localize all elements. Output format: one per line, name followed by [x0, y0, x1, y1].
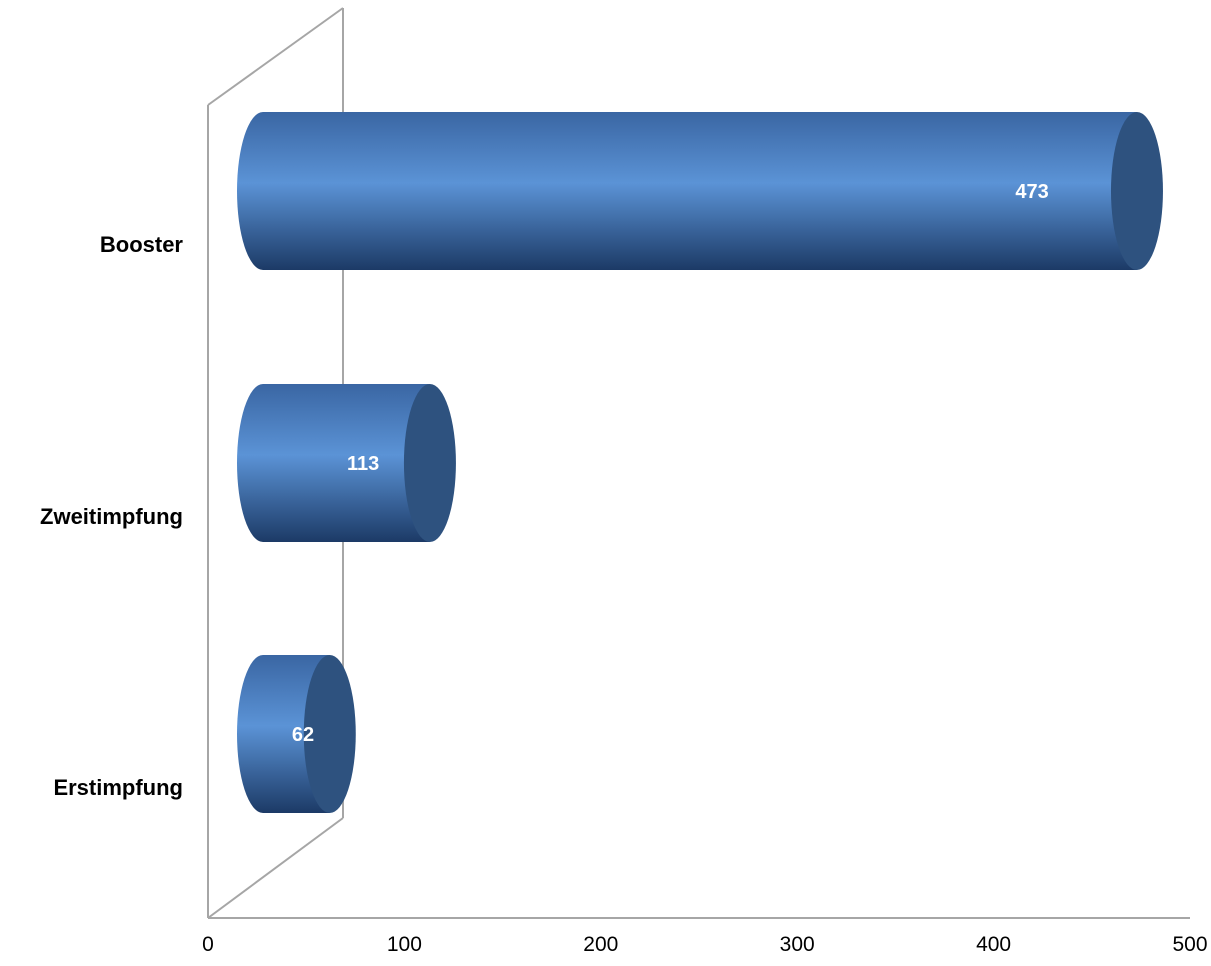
- x-tick-label-300: 300: [780, 933, 815, 956]
- bar-end-cap-booster: [1110, 112, 1163, 270]
- data-label-zweitimpfung: 113: [347, 453, 379, 475]
- bar-body-zweitimpfung: [237, 384, 430, 542]
- bar-end-cap-erstimpfung: [303, 655, 356, 813]
- bar-booster: 473: [237, 112, 1163, 270]
- category-labels: Booster Zweitimpfung Erstimpfung: [40, 232, 183, 800]
- data-label-booster: 473: [1015, 181, 1048, 203]
- bar-body-booster: [237, 112, 1137, 270]
- x-tick-label-0: 0: [202, 933, 214, 956]
- data-label-erstimpfung: 62: [292, 724, 314, 746]
- x-tick-label-200: 200: [583, 933, 618, 956]
- top-depth-line: [207, 7, 344, 106]
- category-label-zweitimpfung: Zweitimpfung: [40, 504, 183, 529]
- bar-zweitimpfung: 113: [237, 384, 456, 542]
- bottom-depth-line: [207, 817, 344, 919]
- bar-end-cap-zweitimpfung: [403, 384, 456, 542]
- bar-body-erstimpfung: [237, 655, 330, 813]
- category-label-booster: Booster: [100, 232, 184, 257]
- x-tick-labels: 0 100 200 300 400 500: [202, 933, 1207, 956]
- x-tick-label-400: 400: [976, 933, 1011, 956]
- bars-group: 473 113 62: [237, 112, 1163, 813]
- bar-erstimpfung: 62: [237, 655, 356, 813]
- x-tick-label-100: 100: [387, 933, 422, 956]
- x-tick-label-500: 500: [1172, 933, 1207, 956]
- category-label-erstimpfung: Erstimpfung: [53, 775, 183, 800]
